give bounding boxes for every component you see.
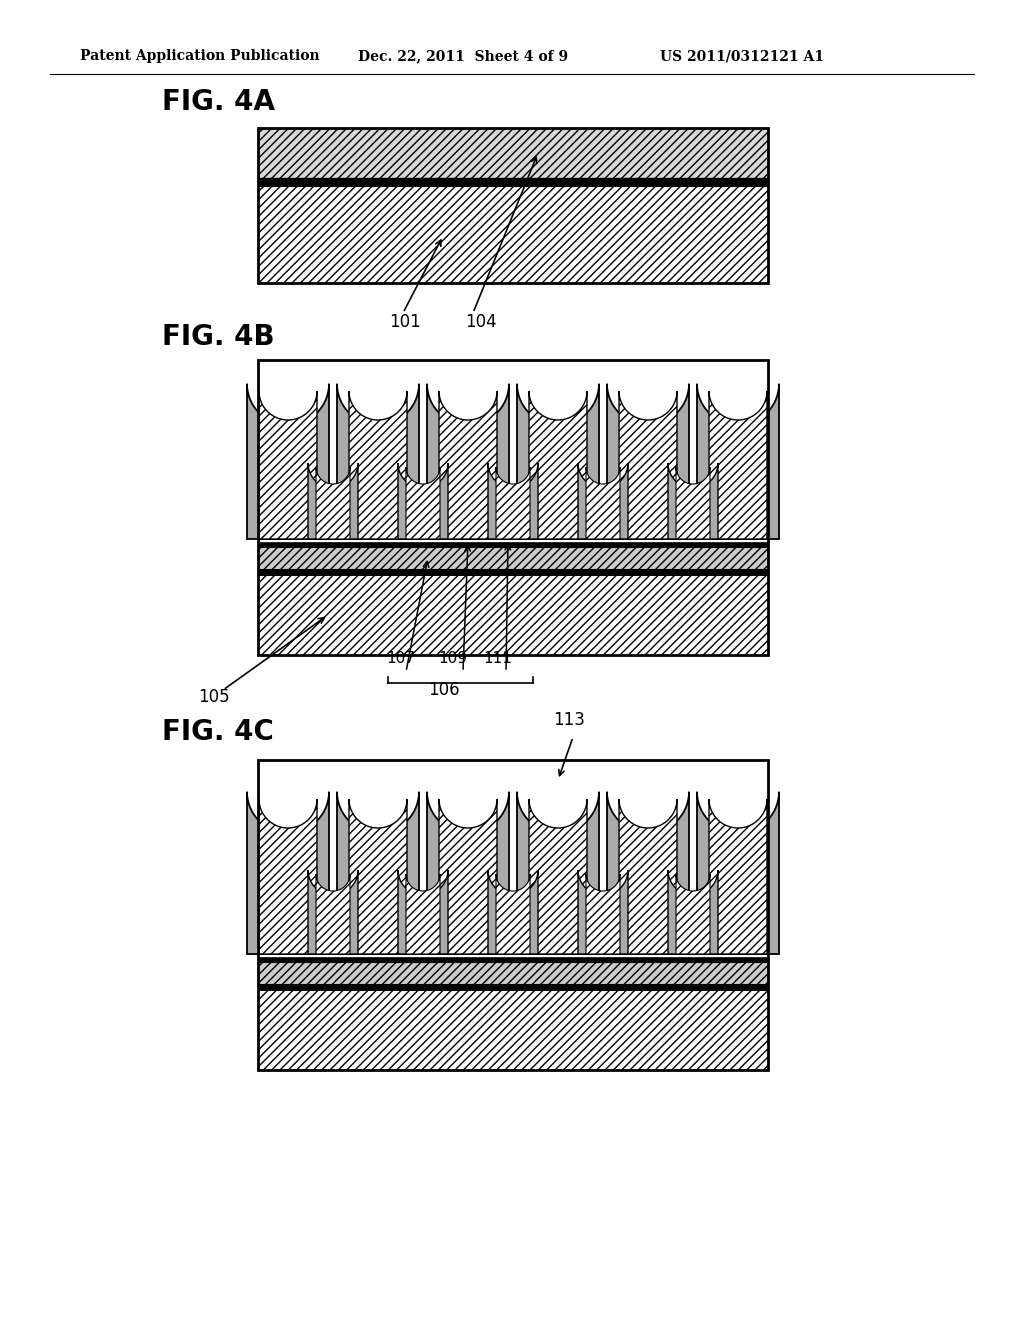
Text: 113: 113: [553, 711, 585, 729]
Text: FIG. 4A: FIG. 4A: [162, 88, 275, 116]
Bar: [258, 178, 768, 186]
Bar: [258, 760, 768, 1071]
Polygon shape: [406, 467, 440, 539]
Polygon shape: [697, 792, 779, 954]
Polygon shape: [618, 391, 677, 539]
Polygon shape: [529, 799, 587, 954]
Polygon shape: [398, 870, 449, 954]
Text: 101: 101: [389, 313, 421, 331]
Polygon shape: [308, 463, 358, 539]
Polygon shape: [349, 799, 407, 954]
Bar: [258, 128, 768, 282]
Polygon shape: [259, 799, 317, 954]
Polygon shape: [586, 467, 620, 539]
Polygon shape: [709, 391, 767, 539]
Polygon shape: [349, 391, 407, 539]
Polygon shape: [406, 874, 440, 954]
Polygon shape: [586, 874, 620, 954]
Polygon shape: [427, 792, 509, 954]
Polygon shape: [247, 384, 329, 539]
Polygon shape: [398, 463, 449, 539]
Text: 111: 111: [483, 651, 512, 667]
Polygon shape: [709, 799, 767, 954]
Text: 109: 109: [438, 651, 467, 667]
Polygon shape: [676, 874, 710, 954]
Bar: [258, 954, 768, 957]
Polygon shape: [618, 799, 677, 954]
Polygon shape: [259, 391, 317, 539]
Polygon shape: [578, 463, 628, 539]
Bar: [258, 186, 768, 282]
Text: US 2011/0312121 A1: US 2011/0312121 A1: [660, 49, 824, 63]
Polygon shape: [337, 384, 419, 539]
Bar: [258, 576, 768, 655]
Polygon shape: [316, 467, 350, 539]
Bar: [258, 539, 768, 543]
Polygon shape: [697, 384, 779, 539]
Polygon shape: [337, 792, 419, 954]
Bar: [258, 990, 768, 1071]
Polygon shape: [496, 467, 530, 539]
Bar: [258, 957, 768, 962]
Polygon shape: [488, 870, 538, 954]
Polygon shape: [668, 870, 718, 954]
Bar: [258, 360, 768, 655]
Polygon shape: [427, 384, 509, 539]
Polygon shape: [676, 467, 710, 539]
Polygon shape: [316, 874, 350, 954]
Bar: [258, 962, 768, 983]
Bar: [258, 569, 768, 576]
Text: FIG. 4C: FIG. 4C: [162, 718, 273, 746]
Text: 105: 105: [198, 688, 229, 706]
Bar: [258, 543, 768, 546]
Polygon shape: [247, 792, 329, 954]
Text: Patent Application Publication: Patent Application Publication: [80, 49, 319, 63]
Text: 107: 107: [386, 651, 415, 667]
Text: FIG. 4B: FIG. 4B: [162, 323, 274, 351]
Bar: [258, 983, 768, 990]
Polygon shape: [496, 874, 530, 954]
Text: Dec. 22, 2011  Sheet 4 of 9: Dec. 22, 2011 Sheet 4 of 9: [358, 49, 568, 63]
Polygon shape: [439, 391, 497, 539]
Polygon shape: [607, 792, 689, 954]
Polygon shape: [668, 463, 718, 539]
Polygon shape: [517, 384, 599, 539]
Polygon shape: [488, 463, 538, 539]
Polygon shape: [607, 384, 689, 539]
Polygon shape: [439, 799, 497, 954]
Text: 106: 106: [428, 681, 460, 700]
Text: 104: 104: [465, 313, 497, 331]
Polygon shape: [578, 870, 628, 954]
Bar: [258, 546, 768, 569]
Bar: [258, 128, 768, 178]
Polygon shape: [517, 792, 599, 954]
Polygon shape: [308, 870, 358, 954]
Polygon shape: [529, 391, 587, 539]
